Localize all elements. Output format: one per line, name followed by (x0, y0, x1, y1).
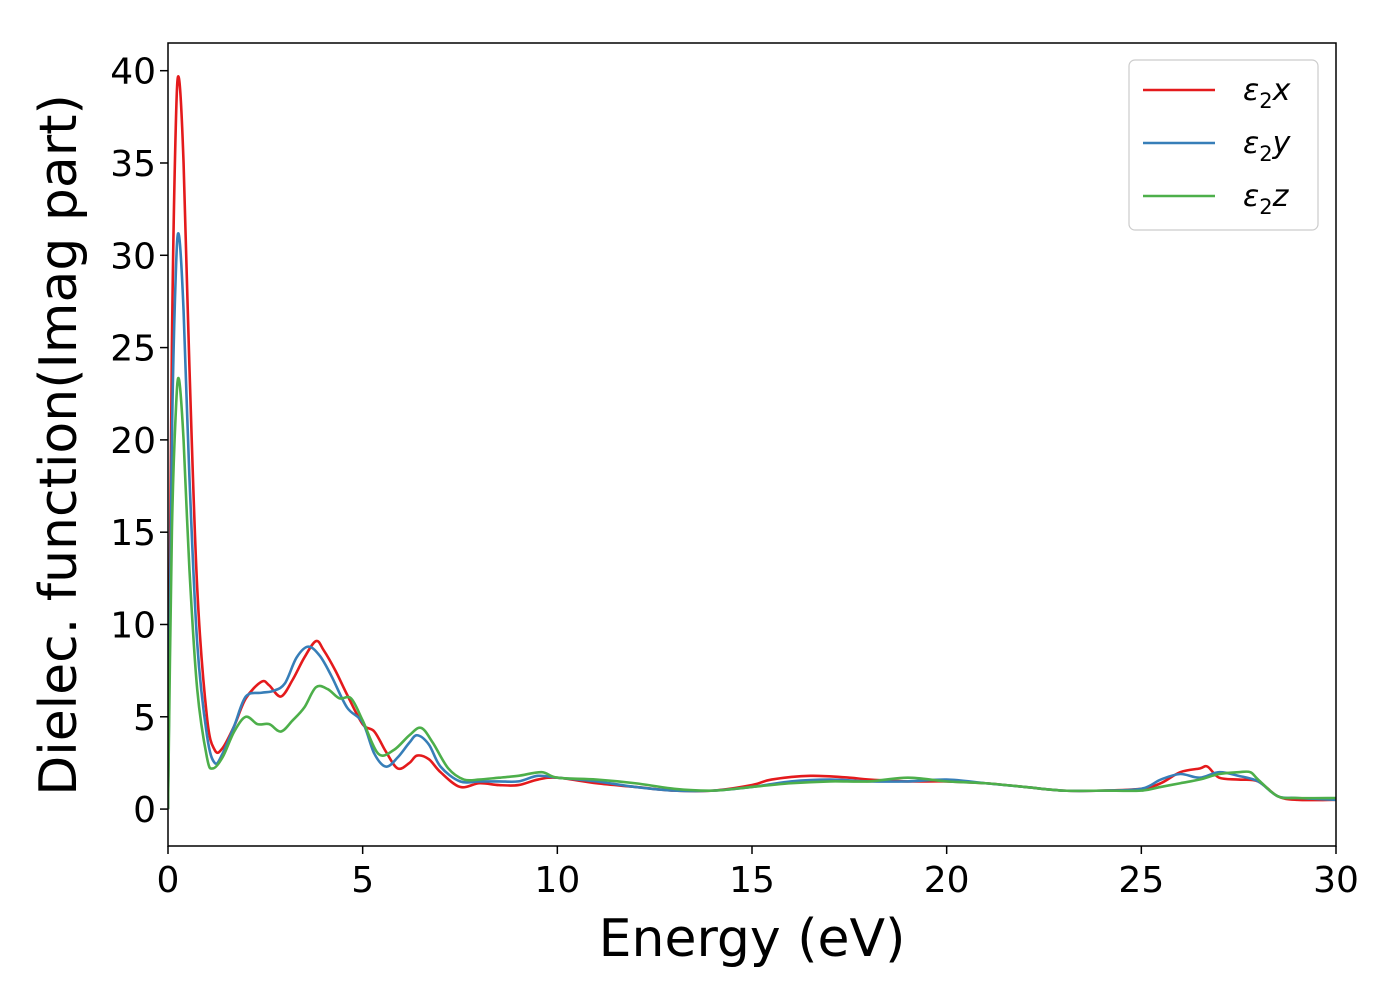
x-axis-ticks: 0 5 10 15 20 25 30 (157, 846, 1359, 901)
x-tick-label: 5 (351, 860, 374, 901)
y-tick-label: 15 (110, 513, 156, 554)
legend-box (1128, 59, 1319, 231)
y-tick-label: 35 (110, 144, 156, 185)
x-tick-label: 30 (1313, 860, 1359, 901)
legend-entries: ε2x ε2y ε2z (1143, 73, 1292, 219)
y-tick-label: 30 (110, 236, 156, 277)
y-tick-label: 25 (110, 329, 156, 370)
y-tick-label: 40 (110, 52, 156, 93)
y-tick-label: 10 (110, 605, 156, 646)
y-tick-label: 0 (133, 790, 156, 831)
y-tick-label: 5 (133, 698, 156, 739)
legend-label-x: ε2x (1243, 73, 1291, 113)
series-line-z (168, 376, 1336, 810)
legend-label-z: ε2z (1243, 179, 1290, 219)
x-tick-label: 15 (729, 860, 775, 901)
x-tick-label: 25 (1118, 860, 1164, 901)
x-tick-label: 0 (157, 860, 180, 901)
series-layer (168, 75, 1336, 810)
series-line-y (168, 232, 1336, 810)
x-tick-label: 10 (534, 860, 580, 901)
y-axis-label: Dielec. function(Imag part) (29, 94, 89, 796)
x-axis-label: Energy (eV) (599, 909, 906, 969)
legend: ε2x ε2y ε2z (1128, 59, 1319, 231)
y-axis-ticks: 0 5 10 15 20 25 30 35 40 (110, 52, 168, 831)
x-tick-label: 20 (924, 860, 970, 901)
legend-label-y: ε2y (1243, 126, 1292, 166)
y-tick-label: 20 (110, 421, 156, 462)
